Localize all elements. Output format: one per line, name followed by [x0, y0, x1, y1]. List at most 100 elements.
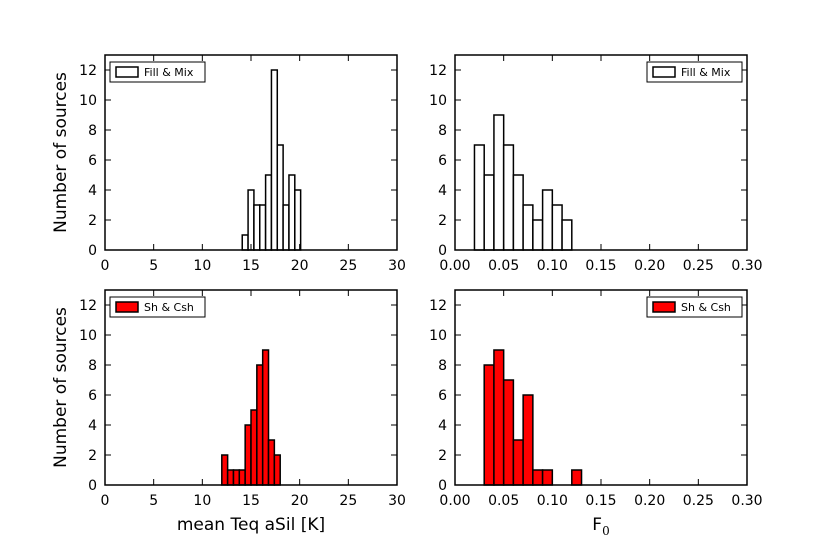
y-tick-label: 10: [79, 328, 97, 344]
bar-top-left-0: [241, 234, 249, 251]
x-tick-label: 0.05: [488, 493, 519, 509]
x-tick-label: 15: [242, 493, 260, 509]
bar-bottom-left-3: [238, 469, 246, 486]
legend-label: Fill & Mix: [144, 66, 194, 79]
y-tick-label: 6: [88, 388, 97, 404]
panel-top-right: 0.00 0.05 0.10 0.15 0.20 0.25 0.30 0 2 4 6 8 10 12 Fil…: [429, 54, 763, 274]
x-tick-label: 0.25: [683, 258, 714, 274]
y-tick-label: 0: [438, 478, 447, 494]
bar-top-right-6: [532, 219, 544, 251]
bar-bottom-right-2: [502, 379, 515, 486]
x-tick-label: 20: [291, 493, 309, 509]
bar-top-left-8: [288, 174, 296, 251]
bar-bottom-right-9: [571, 469, 583, 486]
legend: Fill & Mix: [109, 61, 206, 83]
y-tick-label: 6: [438, 388, 447, 404]
y-tick-label: 4: [88, 183, 97, 199]
legend-label: Sh & Csh: [681, 301, 731, 314]
panel-bottom-left: 0 5 10 15 20 25 30 0 2 4 6 8 10 12 Number of sources me…: [51, 289, 406, 535]
bar-top-right-7: [541, 189, 554, 251]
bar-top-right-2: [493, 114, 505, 251]
x-tick-label: 30: [388, 493, 406, 509]
x-tick-label: 30: [388, 258, 406, 274]
legend-swatch: [115, 66, 139, 78]
x-tick-label: 0.20: [634, 258, 665, 274]
x-tick-label: 0.10: [537, 493, 568, 509]
y-tick-label: 2: [88, 448, 97, 464]
y-tick-label: 0: [88, 478, 97, 494]
legend-swatch: [652, 301, 676, 313]
bar-bottom-right-5: [532, 469, 544, 486]
y-tick-label: 8: [438, 123, 447, 139]
bar-top-left-1: [247, 189, 255, 251]
y-tick-label: 12: [79, 298, 97, 314]
x-tick-label: 0.05: [488, 258, 519, 274]
bar-top-right-5: [522, 204, 534, 251]
x-tick-label: 5: [149, 258, 158, 274]
x-tick-label: 20: [291, 258, 309, 274]
x-tick-label: 0: [101, 493, 110, 509]
legend: Sh & Csh: [646, 296, 743, 318]
y-tick-label: 6: [88, 153, 97, 169]
x-tick-label: 0.15: [585, 493, 616, 509]
bar-top-right-4: [512, 174, 524, 251]
bar-top-left-2: [253, 204, 261, 251]
legend-label: Sh & Csh: [144, 301, 194, 314]
bar-bottom-left-1: [226, 469, 235, 486]
bar-bottom-left-4: [244, 424, 252, 486]
bar-top-left-3: [259, 204, 267, 251]
bar-top-left-4: [264, 174, 273, 251]
y-tick-label: 12: [429, 298, 447, 314]
y-tick-label: 6: [438, 153, 447, 169]
y-tick-label: 2: [88, 213, 97, 229]
legend: Fill & Mix: [646, 61, 743, 83]
x-tick-label: 25: [339, 258, 357, 274]
y-tick-label: 4: [438, 418, 447, 434]
bar-top-right-9: [561, 219, 573, 251]
x-tick-label: 0.00: [439, 258, 470, 274]
bar-bottom-left-2: [232, 469, 241, 486]
x-tick-label: 0.10: [537, 258, 568, 274]
y-tick-label: 4: [438, 183, 447, 199]
x-tick-label: 0.25: [683, 493, 714, 509]
y-tick-label: 10: [429, 328, 447, 344]
x-tick-label: 10: [193, 258, 211, 274]
bar-top-right-8: [551, 204, 563, 251]
x-tick-label: 0: [101, 258, 110, 274]
legend-swatch: [652, 66, 676, 78]
y-tick-label: 12: [429, 63, 447, 79]
bar-top-left-5: [270, 69, 279, 251]
y-tick-label: 4: [88, 418, 97, 434]
x-axis-label-subscript: 0: [602, 524, 610, 538]
bar-top-left-6: [276, 144, 284, 251]
bar-bottom-right-6: [541, 469, 554, 486]
y-axis-label: Number of sources: [51, 307, 71, 468]
panel-top-left: 0 5 10 15 20 25 30 0 2 4 6 8 10 12 Number of sources Fi…: [51, 54, 406, 274]
y-tick-label: 12: [79, 63, 97, 79]
x-tick-label: 25: [339, 493, 357, 509]
bar-bottom-right-1: [493, 349, 505, 486]
bar-top-right-0: [473, 144, 485, 251]
bar-top-right-1: [483, 174, 495, 251]
y-tick-label: 0: [88, 243, 97, 259]
y-tick-label: 0: [438, 243, 447, 259]
legend-swatch: [115, 301, 139, 313]
bar-bottom-left-6: [256, 364, 264, 486]
y-tick-label: 8: [438, 358, 447, 374]
x-tick-label: 10: [193, 493, 211, 509]
bar-top-right-3: [502, 144, 515, 251]
x-tick-label: 0.30: [731, 258, 762, 274]
bar-top-left-7: [282, 204, 290, 251]
x-tick-label: 0.30: [731, 493, 762, 509]
y-tick-label: 8: [88, 358, 97, 374]
y-tick-label: 8: [88, 123, 97, 139]
bar-bottom-left-0: [221, 454, 229, 486]
bar-bottom-left-7: [261, 349, 270, 486]
bar-top-left-9: [294, 189, 302, 251]
bar-bottom-right-4: [522, 394, 534, 486]
y-tick-label: 10: [429, 93, 447, 109]
legend: Sh & Csh: [109, 296, 206, 318]
legend-label: Fill & Mix: [681, 66, 731, 79]
x-tick-label: 0.20: [634, 493, 665, 509]
